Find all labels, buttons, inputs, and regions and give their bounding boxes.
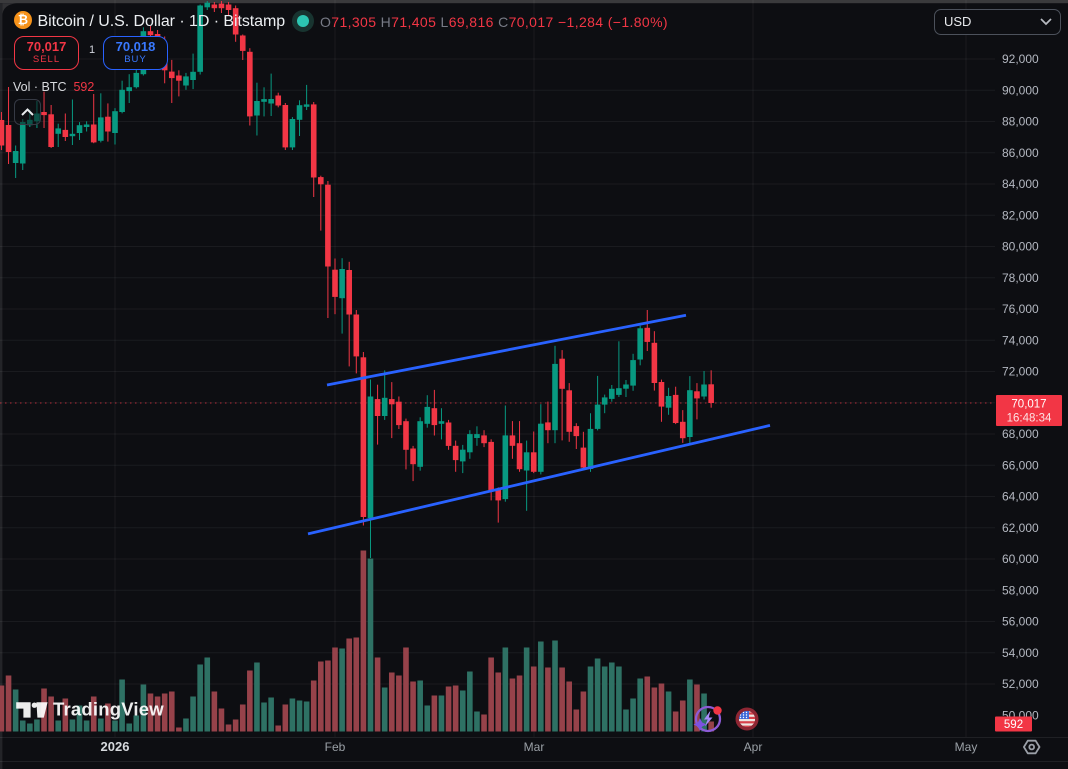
svg-text:92,000: 92,000	[1002, 52, 1039, 66]
svg-text:76,000: 76,000	[1002, 302, 1039, 316]
svg-text:66,000: 66,000	[1002, 458, 1039, 472]
svg-text:Feb: Feb	[325, 740, 346, 754]
svg-text:58,000: 58,000	[1002, 583, 1039, 597]
svg-text:68,000: 68,000	[1002, 427, 1039, 441]
svg-text:72,000: 72,000	[1002, 365, 1039, 379]
svg-text:592: 592	[1004, 719, 1023, 731]
svg-text:May: May	[955, 740, 978, 754]
svg-text:54,000: 54,000	[1002, 646, 1039, 660]
svg-text:16:48:34: 16:48:34	[1007, 413, 1052, 425]
svg-text:TradingView: TradingView	[53, 700, 164, 720]
svg-text:2026: 2026	[101, 739, 130, 754]
svg-text:82,000: 82,000	[1002, 208, 1039, 222]
svg-text:52,000: 52,000	[1002, 677, 1039, 691]
svg-text:86,000: 86,000	[1002, 146, 1039, 160]
svg-text:90,000: 90,000	[1002, 83, 1039, 97]
svg-text:56,000: 56,000	[1002, 615, 1039, 629]
svg-text:74,000: 74,000	[1002, 333, 1039, 347]
svg-text:84,000: 84,000	[1002, 177, 1039, 191]
svg-text:88,000: 88,000	[1002, 115, 1039, 129]
svg-text:Apr: Apr	[744, 740, 763, 754]
svg-text:Mar: Mar	[524, 740, 545, 754]
svg-text:64,000: 64,000	[1002, 490, 1039, 504]
svg-text:62,000: 62,000	[1002, 521, 1039, 535]
svg-text:78,000: 78,000	[1002, 271, 1039, 285]
svg-text:60,000: 60,000	[1002, 552, 1039, 566]
svg-text:80,000: 80,000	[1002, 240, 1039, 254]
svg-text:70,017: 70,017	[1011, 399, 1046, 411]
